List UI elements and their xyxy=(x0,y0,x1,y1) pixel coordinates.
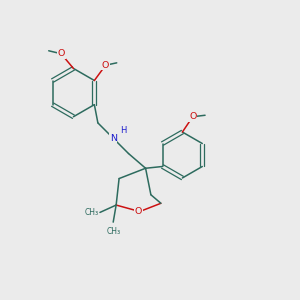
Text: O: O xyxy=(57,49,65,58)
Text: N: N xyxy=(110,134,117,143)
Text: O: O xyxy=(134,207,142,216)
Text: CH₃: CH₃ xyxy=(106,226,120,236)
Text: O: O xyxy=(189,112,196,121)
Text: O: O xyxy=(102,61,109,70)
Text: H: H xyxy=(120,126,126,135)
Text: CH₃: CH₃ xyxy=(84,208,98,217)
